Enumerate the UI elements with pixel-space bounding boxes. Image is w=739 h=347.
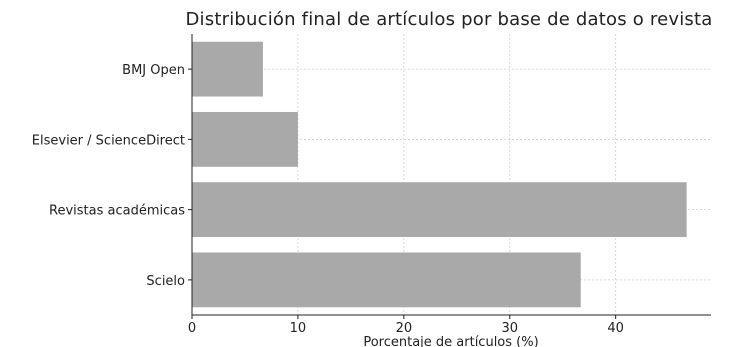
- bar-1: [192, 182, 687, 238]
- x-tick-label-2: 20: [396, 321, 413, 336]
- y-tick-label-3: BMJ Open: [122, 63, 185, 78]
- axes-group: [188, 34, 711, 319]
- bars-group: [192, 41, 687, 308]
- chart-title: Distribución final de artículos por base…: [186, 9, 713, 30]
- bar-0: [192, 252, 581, 308]
- x-tick-label-3: 30: [501, 321, 518, 336]
- y-tick-label-0: Scielo: [146, 274, 185, 289]
- x-tick-labels: 0 10 20 30 40: [188, 321, 624, 336]
- y-tick-label-2: Elsevier / ScienceDirect: [32, 133, 185, 148]
- x-axis-label: Porcentaje de artículos (%): [363, 335, 538, 347]
- x-tick-label-0: 0: [188, 321, 196, 336]
- y-tick-labels: Scielo Revistas académicas Elsevier / Scie…: [32, 63, 185, 289]
- x-tick-label-1: 10: [290, 321, 307, 336]
- x-tick-label-4: 40: [607, 321, 624, 336]
- bar-3: [192, 41, 263, 97]
- y-tick-label-1: Revistas académicas: [49, 204, 185, 219]
- bar-2: [192, 111, 298, 167]
